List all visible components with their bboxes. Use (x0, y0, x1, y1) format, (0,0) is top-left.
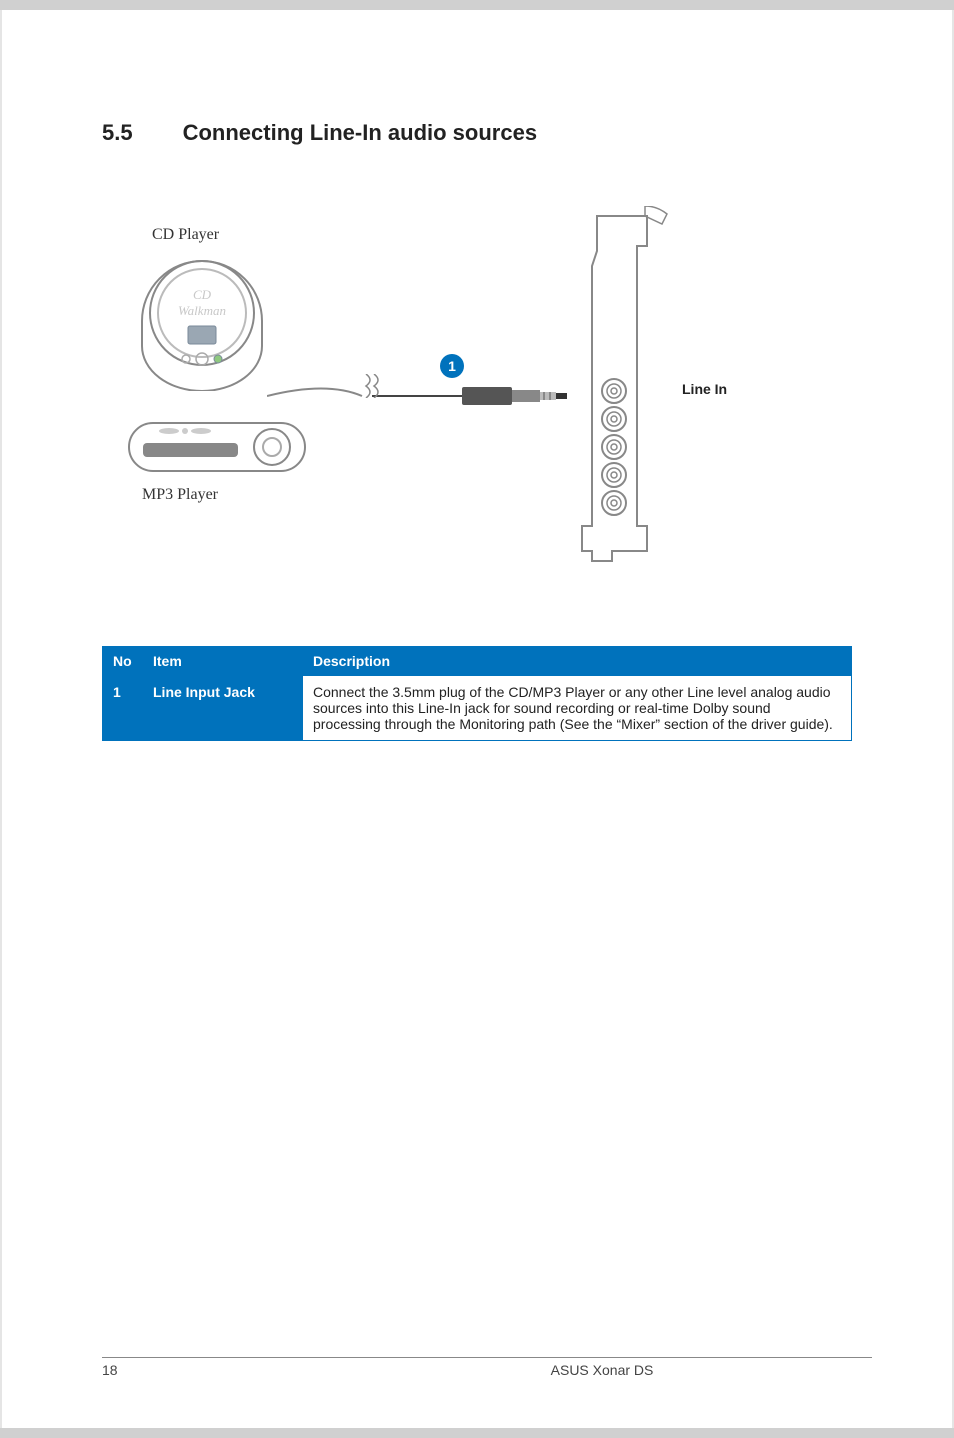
heading-title: Connecting Line-In audio sources (183, 120, 537, 146)
bottom-bar (0, 1428, 954, 1438)
td-item: Line Input Jack (143, 676, 303, 741)
section-heading: 5.5 Connecting Line-In audio sources (102, 120, 872, 146)
description-table: No Item Description 1 Line Input Jack Co… (102, 646, 852, 741)
table-row: 1 Line Input Jack Connect the 3.5mm plug… (103, 676, 852, 741)
io-bracket-icon (567, 206, 677, 566)
svg-text:Walkman: Walkman (178, 303, 226, 318)
audio-cable-icon (267, 381, 567, 411)
cd-player-label: CD Player (152, 226, 219, 244)
footer-product: ASUS Xonar DS (332, 1362, 872, 1378)
svg-text:CD: CD (193, 287, 212, 302)
th-item: Item (143, 647, 303, 676)
td-no: 1 (103, 676, 143, 741)
th-description: Description (303, 647, 852, 676)
cd-player-icon: CD Walkman (132, 251, 272, 391)
heading-number: 5.5 (102, 120, 133, 146)
page-footer: 18 ASUS Xonar DS (102, 1357, 872, 1378)
table-header-row: No Item Description (103, 647, 852, 676)
cable-break-icon (362, 374, 382, 398)
th-no: No (103, 647, 143, 676)
mp3-player-label: MP3 Player (142, 486, 218, 504)
top-bar (0, 0, 954, 10)
mp3-player-icon (127, 421, 307, 476)
page-body: 5.5 Connecting Line-In audio sources CD … (2, 10, 952, 1428)
connection-diagram: CD Player CD Walkman MP3 Player (122, 206, 772, 566)
line-in-label: Line In (682, 381, 727, 397)
callout-number: 1 (448, 358, 456, 374)
td-description: Connect the 3.5mm plug of the CD/MP3 Pla… (303, 676, 852, 741)
callout-badge-1: 1 (440, 354, 464, 378)
